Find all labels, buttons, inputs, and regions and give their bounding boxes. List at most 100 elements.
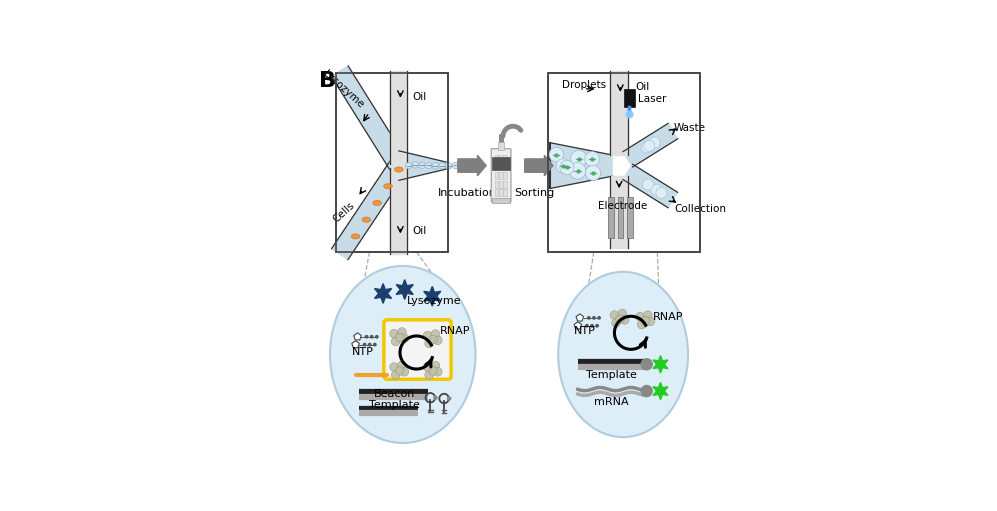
Circle shape [448,397,451,400]
Bar [499,180,502,188]
Circle shape [429,335,438,344]
Circle shape [425,339,434,348]
Text: Incubation: Incubation [439,189,498,198]
Circle shape [641,385,652,397]
Circle shape [556,159,570,173]
Point [621,109,637,118]
Ellipse shape [362,217,371,222]
Text: Template: Template [586,370,637,380]
Circle shape [649,137,660,148]
Circle shape [596,324,598,327]
Circle shape [615,315,624,323]
Text: Lysozyme: Lysozyme [407,296,462,306]
Bar [499,189,502,196]
Bar [499,154,502,161]
Circle shape [423,331,432,340]
Circle shape [453,162,459,169]
Circle shape [598,317,600,319]
Circle shape [656,188,667,198]
Ellipse shape [384,183,393,189]
Circle shape [591,324,593,327]
FancyBboxPatch shape [492,149,510,202]
Polygon shape [352,341,359,348]
FancyBboxPatch shape [384,320,452,379]
Circle shape [426,162,432,169]
Polygon shape [610,176,628,248]
Circle shape [371,336,373,338]
Circle shape [390,363,399,371]
Circle shape [637,320,646,329]
Point [559,164,575,172]
Circle shape [376,336,378,338]
Circle shape [398,328,407,336]
Polygon shape [623,164,678,207]
Circle shape [620,315,629,324]
Polygon shape [390,168,408,254]
Bar [495,189,498,196]
Circle shape [433,163,439,169]
Circle shape [392,370,400,379]
Text: RNAP: RNAP [440,326,471,336]
Text: Beacon: Beacon [374,389,416,399]
Text: Lysozyme: Lysozyme [321,68,366,109]
Point [569,167,585,175]
Circle shape [642,179,653,190]
Polygon shape [399,151,446,180]
Text: mRNA: mRNA [594,397,629,407]
Bar [548,73,700,252]
Bar [336,73,448,252]
Text: Template: Template [370,400,421,410]
Bar [498,142,503,150]
Circle shape [406,162,412,169]
Polygon shape [653,382,668,400]
Circle shape [439,162,446,169]
Circle shape [374,343,376,346]
Ellipse shape [558,272,688,437]
Circle shape [612,319,620,328]
Circle shape [644,141,655,151]
Circle shape [434,396,437,399]
Point [548,150,564,158]
Point [584,155,600,163]
Circle shape [549,147,563,162]
Bar [495,163,498,170]
Circle shape [419,162,425,169]
Circle shape [369,343,371,346]
Bar [495,180,498,188]
Polygon shape [576,314,583,321]
Bar [503,163,507,170]
Bar [493,198,509,203]
Circle shape [641,359,652,370]
Ellipse shape [351,234,360,239]
Circle shape [584,152,599,167]
Bar [499,163,502,170]
Circle shape [610,311,619,319]
Circle shape [585,324,588,327]
Text: Electrode: Electrode [598,201,648,211]
FancyArrow shape [524,155,553,176]
Circle shape [365,336,368,338]
Polygon shape [424,286,441,306]
Text: B: B [319,71,336,91]
Bar [503,189,507,196]
Text: Collection: Collection [674,204,726,214]
Circle shape [398,361,407,370]
Circle shape [425,370,434,379]
Bar [624,89,635,107]
Text: Cells: Cells [331,201,357,225]
Text: Oil: Oil [413,225,427,236]
Circle shape [434,336,442,344]
Circle shape [446,162,452,169]
Circle shape [641,316,650,325]
Point [585,169,601,177]
Bar [503,180,507,188]
Circle shape [423,363,432,371]
Bar [617,197,623,238]
Ellipse shape [330,266,476,443]
Polygon shape [332,160,407,260]
Circle shape [651,184,662,195]
Circle shape [559,160,574,175]
Circle shape [431,361,440,370]
Text: Oil: Oil [413,92,427,102]
Bar [336,73,448,252]
